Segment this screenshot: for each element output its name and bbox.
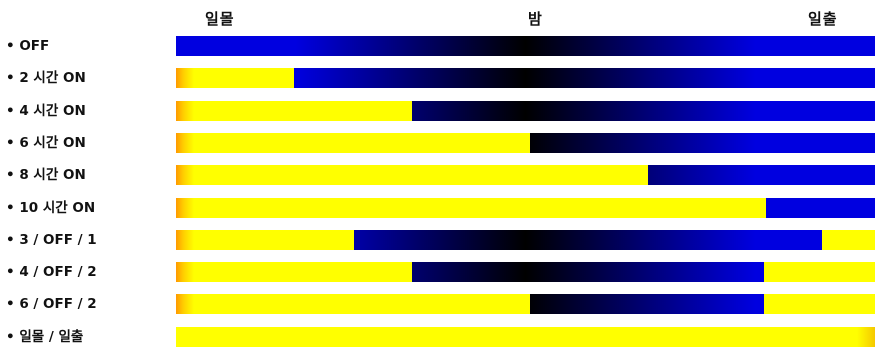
on-segment — [763, 262, 875, 282]
off-segment — [529, 294, 764, 314]
timer-mode-bar — [176, 198, 875, 218]
timer-mode-bar — [176, 230, 875, 250]
on-segment — [176, 198, 767, 218]
off-segment — [648, 165, 875, 185]
off-segment — [411, 101, 875, 121]
off-segment — [353, 230, 822, 250]
off-segment — [293, 68, 875, 88]
on-segment — [176, 68, 294, 88]
timer-mode-bar — [176, 101, 875, 121]
timer-mode-bar — [176, 262, 875, 282]
on-segment — [822, 230, 875, 250]
on-segment — [763, 294, 875, 314]
on-segment — [176, 262, 412, 282]
timer-mode-bar — [176, 294, 875, 314]
timer-mode-label: • 4 시간 ON — [6, 103, 86, 119]
off-segment — [766, 198, 875, 218]
on-segment — [176, 133, 530, 153]
sunset-header: 일몰 — [205, 10, 235, 28]
sunrise-header: 일출 — [808, 10, 838, 28]
timer-mode-bar — [176, 327, 875, 347]
timer-mode-label: • 4 / OFF / 2 — [6, 264, 97, 280]
timer-mode-bar — [176, 36, 875, 56]
timer-mode-label: • 6 / OFF / 2 — [6, 296, 97, 312]
off-segment — [176, 36, 875, 56]
on-segment — [176, 165, 649, 185]
timer-mode-bar — [176, 133, 875, 153]
on-segment — [176, 101, 412, 121]
timer-mode-label: • 8 시간 ON — [6, 167, 86, 183]
timer-mode-label: • 2 시간 ON — [6, 70, 86, 86]
timer-mode-label: • 10 시간 ON — [6, 200, 96, 216]
timer-mode-bar — [176, 68, 875, 88]
on-segment — [176, 230, 354, 250]
timer-mode-label: • 6 시간 ON — [6, 135, 86, 151]
timer-mode-bar — [176, 165, 875, 185]
off-segment — [529, 133, 875, 153]
on-segment — [176, 294, 530, 314]
off-segment — [411, 262, 764, 282]
timer-mode-label: • OFF — [6, 38, 50, 54]
timer-mode-label: • 3 / OFF / 1 — [6, 232, 97, 248]
timer-mode-label: • 일몰 / 일출 — [6, 329, 84, 345]
on-segment — [176, 327, 875, 347]
night-header: 밤 — [528, 10, 543, 28]
